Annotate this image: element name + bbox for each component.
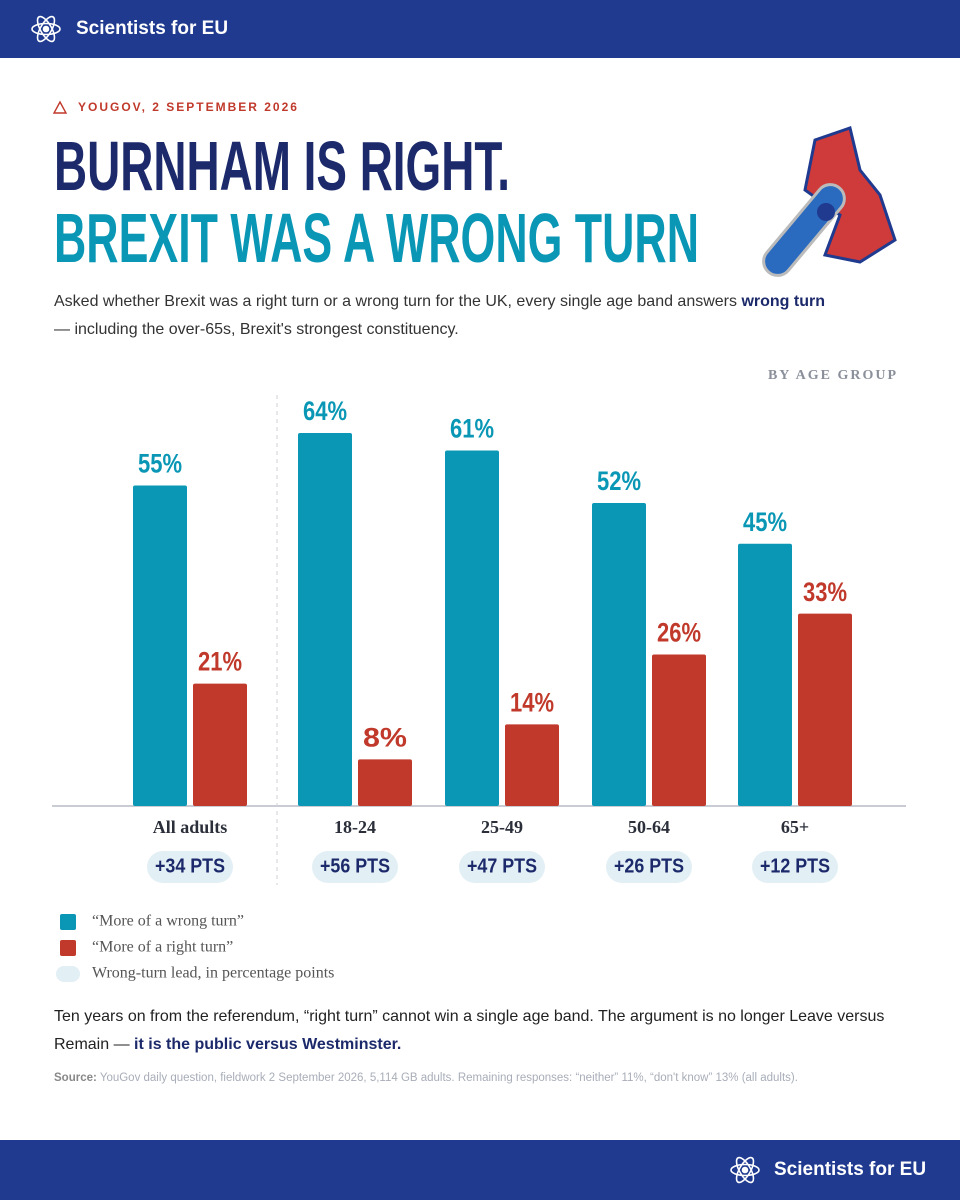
lead-pill xyxy=(752,851,838,883)
warning-icon xyxy=(52,100,68,114)
value-label: 8% xyxy=(363,723,407,753)
legend-label: “More of a wrong turn” xyxy=(92,913,244,930)
bar xyxy=(358,759,412,806)
legend-label: “More of a right turn” xyxy=(92,939,233,956)
value-label: 61% xyxy=(450,414,494,444)
logo xyxy=(31,15,61,43)
bar xyxy=(505,724,559,806)
x-tick-label: 25-49 xyxy=(481,817,523,837)
lead-pill xyxy=(459,851,545,883)
bar xyxy=(133,485,187,806)
lead-label: +56 PTS xyxy=(320,855,390,877)
header-bar xyxy=(0,0,960,58)
kicker: YOUGOV, 2 SEPTEMBER 2026 xyxy=(78,100,299,114)
conclusion-emphasis: it is the public versus Westminster. xyxy=(134,1036,402,1053)
bar xyxy=(193,683,247,806)
legend-swatch xyxy=(60,940,76,956)
illustration xyxy=(762,126,897,277)
bar xyxy=(652,654,706,806)
source-label: Source: xyxy=(54,1072,97,1084)
value-label: 14% xyxy=(510,688,554,718)
source: Source: YouGov daily question, fieldwork… xyxy=(54,1072,914,1084)
lead-label: +34 PTS xyxy=(155,855,225,877)
bar xyxy=(298,433,352,806)
lead-pill xyxy=(606,851,692,883)
x-tick-label: 65+ xyxy=(781,817,809,837)
x-tick-label: All adults xyxy=(153,817,228,837)
lead-label: +47 PTS xyxy=(467,855,537,877)
lead-pill xyxy=(147,851,233,883)
bar xyxy=(798,613,852,806)
lead-label: +12 PTS xyxy=(760,855,830,877)
lead-pill xyxy=(312,851,398,883)
source-text: YouGov daily question, fieldwork 2 Septe… xyxy=(99,1072,798,1084)
title-line2: BREXIT WAS A WRONG TURN xyxy=(54,199,699,277)
value-label: 26% xyxy=(657,618,701,648)
x-tick-label: 50-64 xyxy=(628,817,670,837)
value-label: 45% xyxy=(743,507,787,537)
value-label: 33% xyxy=(803,577,847,607)
bar xyxy=(445,450,499,806)
lead-label: +26 PTS xyxy=(614,855,684,877)
conclusion: Ten years on from the referendum, “right… xyxy=(54,1003,904,1059)
subtitle: Asked whether Brexit was a right turn or… xyxy=(54,288,904,344)
title-line1: BURNHAM IS RIGHT. xyxy=(54,127,510,205)
conclusion-text: Ten years on from the referendum, “right… xyxy=(54,1008,885,1053)
chart-label: BY AGE GROUP xyxy=(768,368,898,383)
bar xyxy=(592,502,646,806)
value-label: 55% xyxy=(138,449,182,479)
legend-swatch xyxy=(60,914,76,930)
subtitle-text: Asked whether Brexit was a right turn or… xyxy=(54,293,742,310)
x-tick-label: 18-24 xyxy=(334,817,376,837)
value-label: 21% xyxy=(198,647,242,677)
value-label: 52% xyxy=(597,466,641,496)
legend-swatch xyxy=(56,966,80,982)
bar xyxy=(738,543,792,806)
subtitle-text: — including the over-65s, Brexit's stron… xyxy=(54,321,459,338)
subtitle-emphasis: wrong turn xyxy=(741,293,825,310)
legend-label: Wrong-turn lead, in percentage points xyxy=(92,965,334,982)
value-label: 64% xyxy=(303,396,347,426)
header-brand: Scientists for EU xyxy=(76,18,228,39)
